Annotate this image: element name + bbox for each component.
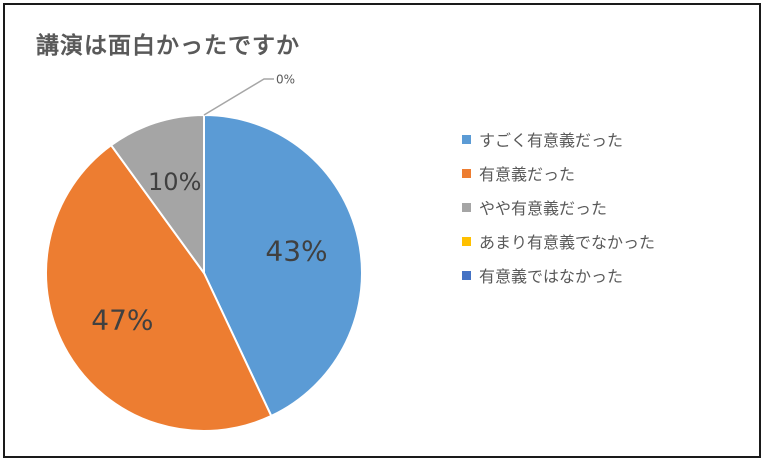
legend-item: 有意義だった bbox=[462, 156, 655, 190]
legend-item: あまり有意義でなかった bbox=[462, 224, 655, 258]
legend: すごく有意義だった 有意義だった やや有意義だった あまり有意義でなかった 有意… bbox=[462, 122, 655, 292]
legend-label: すごく有意義だった bbox=[479, 131, 624, 150]
pie-slice bbox=[45, 143, 273, 432]
legend-item: やや有意義だった bbox=[462, 190, 655, 224]
pie-data-label: 0% bbox=[276, 73, 295, 87]
leader-line bbox=[203, 78, 274, 116]
legend-label: やや有意義だった bbox=[479, 199, 608, 218]
legend-item: すごく有意義だった bbox=[462, 122, 655, 156]
legend-label: あまり有意義でなかった bbox=[479, 233, 656, 252]
legend-swatch bbox=[462, 168, 471, 178]
legend-label: 有意義だった bbox=[479, 165, 576, 184]
legend-swatch bbox=[462, 236, 471, 246]
legend-swatch bbox=[462, 202, 471, 212]
pie-slice bbox=[109, 113, 205, 277]
pie-data-label: 10% bbox=[148, 168, 201, 196]
pie-data-label: 47% bbox=[91, 303, 153, 336]
legend-label: 有意義ではなかった bbox=[479, 267, 624, 286]
chart-title: 講演は面白かったですか bbox=[36, 33, 300, 59]
legend-item: 有意義ではなかった bbox=[462, 258, 655, 292]
legend-swatch bbox=[462, 270, 471, 280]
legend-swatch bbox=[462, 134, 471, 144]
pie-slice bbox=[203, 113, 363, 418]
pie-data-label: 43% bbox=[265, 234, 327, 267]
